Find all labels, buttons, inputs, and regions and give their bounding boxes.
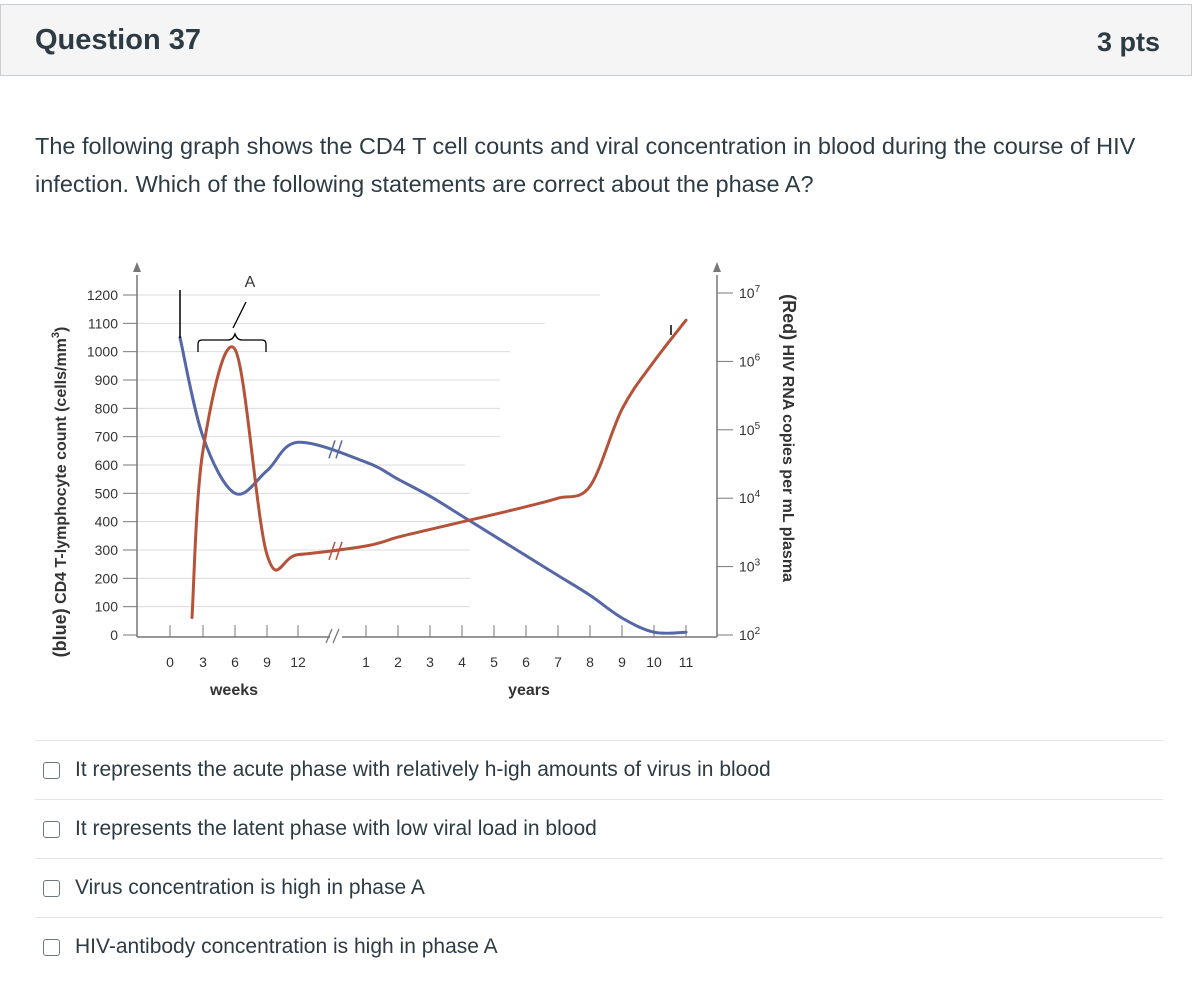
y-right-tick-label: 104	[739, 489, 761, 506]
checkbox[interactable]	[43, 820, 60, 838]
y-right-tick-label: 103	[739, 558, 761, 575]
y-right-axis-arrow	[713, 262, 721, 272]
y-left-tick-label: 900	[95, 372, 119, 388]
answer-option-1[interactable]: It represents the acute phase with relat…	[35, 740, 1163, 799]
x-tick-label: 6	[231, 654, 239, 670]
y-right-tick-label: 106	[739, 352, 761, 369]
x-axis-weeks-label: weeks	[209, 682, 258, 699]
series-lines	[178, 318, 688, 635]
left-axis-ticks: 0 100 200 300 400 500 600 700 800 900 1000 1100 1200	[87, 287, 137, 643]
axes	[133, 262, 721, 644]
x-tick-label: 5	[490, 654, 498, 670]
x-tick-label: 6	[522, 654, 530, 670]
y-left-tick-label: 500	[95, 485, 119, 501]
answer-label: HIV-antibody concentration is high in ph…	[75, 935, 498, 958]
answer-label: Virus concentration is high in phase A	[75, 876, 425, 899]
series-break-mark	[335, 541, 343, 561]
x-tick-label: 3	[199, 654, 207, 670]
y-left-tick-label: 100	[95, 599, 119, 615]
cd4-count-line	[178, 336, 688, 635]
x-tick-label: 4	[458, 654, 466, 670]
x-tick-label: 0	[166, 654, 174, 670]
y-left-axis-label: (blue) CD4 T-lymphocyte count (cells/mm3…	[50, 327, 70, 658]
answer-list: It represents the acute phase with relat…	[35, 740, 1163, 976]
y-left-tick-label: 1100	[88, 315, 118, 331]
axis-break-mark	[325, 628, 333, 644]
question-title: Question 37	[35, 24, 201, 56]
y-left-tick-label: 0	[110, 627, 118, 643]
x-axis-years-label: years	[508, 682, 550, 699]
x-tick-label: 12	[290, 654, 306, 670]
answer-option-3[interactable]: Virus concentration is high in phase A	[35, 858, 1163, 917]
y-left-tick-label: 1200	[87, 287, 118, 303]
y-left-tick-label: 200	[95, 570, 119, 586]
series-break-mark	[335, 440, 343, 459]
question-header: Question 37 3 pts	[0, 4, 1192, 76]
right-axis-ticks: 102 103 104 105 106 107	[717, 284, 761, 643]
y-left-tick-label: 800	[95, 400, 119, 416]
x-tick-label: 7	[554, 654, 562, 670]
x-axis-ticks: 0 3 6 9 12 1 2 3 4 5 6 7 8 9 10 11	[166, 625, 693, 670]
question-points: 3 pts	[1096, 27, 1160, 57]
x-tick-label: 1	[362, 654, 370, 670]
phase-annotation: A	[179, 274, 672, 352]
y-right-tick-label: 102	[739, 626, 761, 643]
phase-a-label: A	[245, 274, 256, 291]
series-break-mark	[328, 541, 336, 561]
hiv-rna-line	[190, 318, 688, 619]
y-left-axis-arrow	[133, 262, 141, 272]
phase-a-bracket	[197, 331, 267, 352]
x-tick-label: 11	[679, 654, 694, 670]
x-tick-label: 10	[646, 654, 662, 670]
question-text: The following graph shows the CD4 T cell…	[35, 133, 1136, 197]
axis-break-mark	[332, 628, 340, 644]
answer-option-2[interactable]: It represents the latent phase with low …	[35, 799, 1163, 858]
checkbox[interactable]	[43, 761, 60, 779]
y-left-tick-label: 400	[95, 514, 119, 530]
answer-option-4[interactable]: HIV-antibody concentration is high in ph…	[35, 917, 1163, 976]
answer-label: It represents the latent phase with low …	[75, 817, 597, 840]
y-left-tick-label: 1000	[87, 344, 118, 360]
x-tick-label: 9	[618, 654, 626, 670]
hiv-course-chart: 0100200300400500600700800900100011001200…	[50, 262, 799, 699]
checkbox[interactable]	[43, 938, 60, 956]
y-left-tick-label: 300	[95, 542, 119, 558]
x-tick-label: 2	[394, 654, 402, 670]
y-right-tick-label: 107	[739, 284, 761, 301]
series-break-mark	[328, 440, 336, 459]
checkbox[interactable]	[43, 879, 60, 897]
x-tick-label: 8	[586, 654, 594, 670]
y-right-tick-label: 105	[739, 421, 761, 438]
x-tick-label: 9	[263, 654, 271, 670]
answer-label: It represents the acute phase with relat…	[75, 758, 771, 781]
x-tick-label: 3	[426, 654, 434, 670]
phase-a-pointer	[232, 301, 247, 329]
y-right-axis-label: (Red) HIV RNA copies per mL plasma	[779, 294, 799, 582]
y-left-tick-label: 600	[95, 457, 119, 473]
y-left-tick-label: 700	[95, 429, 119, 445]
